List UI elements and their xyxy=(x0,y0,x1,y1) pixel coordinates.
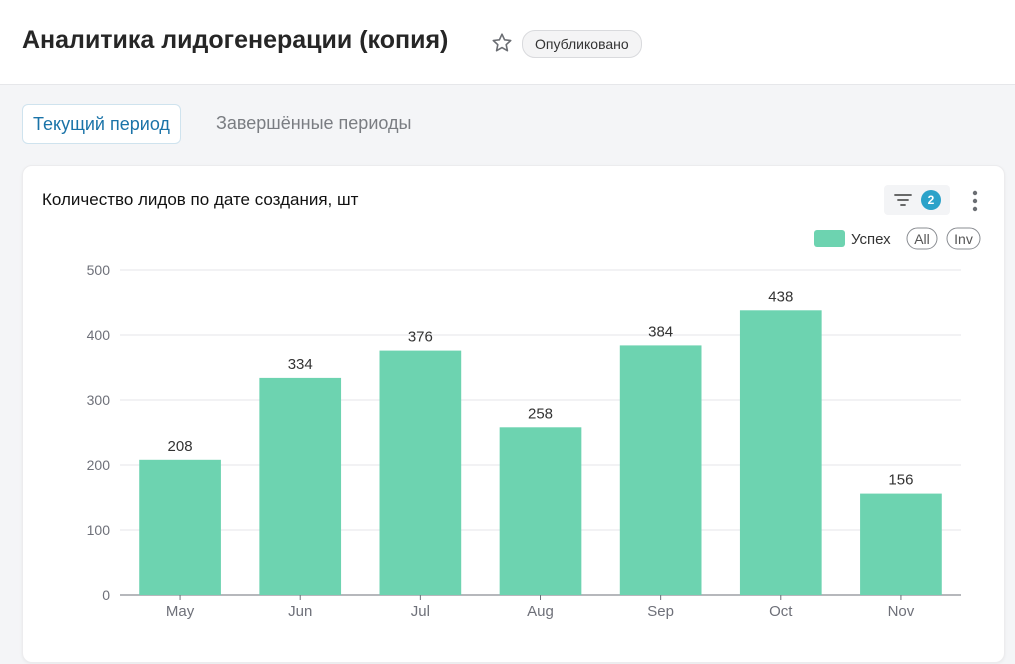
y-tick-label: 300 xyxy=(87,392,111,408)
legend-swatch[interactable] xyxy=(814,230,845,247)
bar[interactable] xyxy=(499,427,582,595)
y-tick-label: 0 xyxy=(102,587,110,603)
page-title: Аналитика лидогенерации (копия) xyxy=(22,26,449,54)
data-label: 208 xyxy=(168,438,193,455)
filter-icon xyxy=(894,194,912,206)
bar-chart: 0 100 200 300 400 500 208 May 334 Jun 376 Jul 258 Aug… xyxy=(87,227,981,620)
filter-count-badge: 2 xyxy=(921,190,941,210)
x-tick-label: Oct xyxy=(769,603,793,620)
y-tick-label: 500 xyxy=(87,262,111,278)
data-label: 384 xyxy=(648,323,673,340)
more-vertical-icon[interactable] xyxy=(968,188,982,214)
legend-all-button[interactable] xyxy=(906,227,938,250)
x-tick-label: Sep xyxy=(647,603,674,620)
bar[interactable] xyxy=(139,459,221,595)
chart-card: 0 100 200 300 400 500 208 May 334 Jun 376 Jul 258 Aug… xyxy=(22,165,1005,663)
data-label: 334 xyxy=(288,356,313,373)
chart-title: Количество лидов по дате создания, шт xyxy=(42,190,359,209)
legend-label[interactable]: Успех xyxy=(851,231,891,248)
tab-completed-periods[interactable]: Завершённые периоды xyxy=(216,113,412,133)
legend-inv-button[interactable] xyxy=(946,227,981,250)
filter-button[interactable]: 2 xyxy=(884,185,950,215)
tab-current-period[interactable]: Текущий период xyxy=(22,104,181,144)
y-tick-label: 100 xyxy=(87,522,111,538)
x-tick-label: Jul xyxy=(411,603,430,620)
data-label: 438 xyxy=(768,288,793,305)
bar[interactable] xyxy=(739,310,822,595)
x-tick-label: Aug xyxy=(527,603,554,620)
bar[interactable] xyxy=(619,345,702,595)
legend-all-label[interactable]: All xyxy=(914,231,930,247)
data-label: 376 xyxy=(408,329,433,346)
bar[interactable] xyxy=(379,350,462,595)
x-tick-label: Nov xyxy=(888,603,915,620)
star-icon[interactable] xyxy=(490,31,514,55)
x-tick-label: Jun xyxy=(288,603,312,620)
page-header: Аналитика лидогенерации (копия) Опублико… xyxy=(0,0,1015,85)
legend-inv-label[interactable]: Inv xyxy=(954,231,973,247)
y-tick-label: 200 xyxy=(87,457,111,473)
y-tick-label: 400 xyxy=(87,327,111,343)
data-label: 156 xyxy=(888,472,913,489)
bar[interactable] xyxy=(860,493,942,595)
data-label: 258 xyxy=(528,405,553,422)
x-tick-label: May xyxy=(166,603,195,620)
status-badge: Опубликовано xyxy=(522,30,642,58)
bar[interactable] xyxy=(259,377,342,595)
